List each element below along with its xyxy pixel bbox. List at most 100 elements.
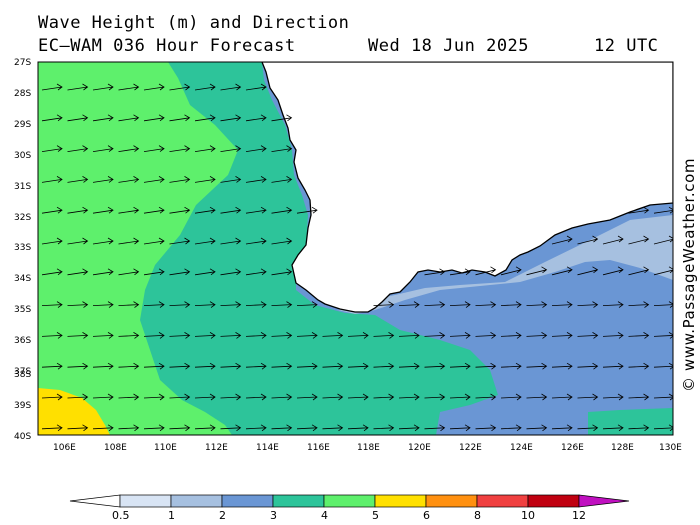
wave-arrow bbox=[92, 301, 114, 308]
wave-arrow bbox=[628, 332, 650, 339]
wave-arrow bbox=[296, 332, 318, 339]
wave-arrow bbox=[628, 206, 650, 214]
wave-arrow bbox=[220, 206, 242, 214]
copyright-credit: © www.PassageWeather.com bbox=[680, 157, 698, 392]
wave-arrow bbox=[118, 393, 140, 401]
wave-arrow bbox=[577, 393, 599, 401]
lat-label: 40S bbox=[14, 432, 31, 442]
wave-arrow bbox=[169, 114, 191, 122]
wave-arrow bbox=[118, 424, 140, 432]
wave-arrow bbox=[245, 237, 267, 245]
forecast-model-label: EC—WAM 036 Hour Forecast bbox=[38, 36, 296, 56]
wave-arrow bbox=[424, 332, 446, 339]
wave-arrow bbox=[245, 206, 267, 214]
wave-arrow bbox=[551, 235, 573, 245]
longitude-axis: 106E 108E 110E 112E 114E 116E 118E 120E … bbox=[53, 443, 682, 453]
wave-arrow bbox=[347, 424, 369, 432]
wave-arrow bbox=[602, 424, 624, 432]
wave-arrow bbox=[41, 114, 63, 122]
wave-arrow bbox=[143, 83, 165, 91]
wave-arrow bbox=[526, 424, 548, 432]
wave-arrow bbox=[500, 301, 522, 308]
lon-label: 112E bbox=[205, 443, 228, 453]
wave-arrow bbox=[92, 332, 114, 339]
wave-arrow bbox=[271, 206, 293, 214]
wave-arrow bbox=[67, 362, 89, 370]
wave-arrow bbox=[194, 301, 216, 308]
wave-arrow bbox=[245, 332, 267, 339]
wave-arrow bbox=[92, 362, 114, 370]
wave-arrow bbox=[143, 362, 165, 370]
latitude-axis: 27S 28S 29S 30S 31S 32S 33S 34S 35S 36S … bbox=[14, 58, 31, 442]
wave-arrow bbox=[449, 393, 471, 401]
lat-label: 38S bbox=[14, 370, 31, 380]
wave-arrow bbox=[118, 362, 140, 370]
wave-arrow bbox=[143, 114, 165, 122]
colorbar-tick-label: 0.5 bbox=[112, 509, 130, 522]
wave-arrow bbox=[220, 301, 242, 308]
colorbar-tick-label: 3 bbox=[270, 509, 277, 522]
wave-arrow bbox=[526, 362, 548, 370]
wave-arrow bbox=[245, 362, 267, 370]
wave-arrow bbox=[500, 393, 522, 401]
wave-arrow bbox=[67, 237, 89, 245]
wave-arrow bbox=[475, 301, 497, 308]
wave-arrow bbox=[602, 332, 624, 339]
wave-arrow bbox=[118, 83, 140, 91]
wave-arrow bbox=[220, 83, 242, 91]
wave-arrow bbox=[449, 424, 471, 432]
lat-label: 33S bbox=[14, 243, 31, 253]
wave-arrow bbox=[347, 332, 369, 339]
wave-arrow bbox=[551, 393, 573, 401]
wave-arrow bbox=[118, 332, 140, 339]
wave-arrow bbox=[577, 266, 599, 276]
lon-label: 108E bbox=[104, 443, 127, 453]
wave-arrow bbox=[577, 332, 599, 339]
wave-arrow bbox=[271, 332, 293, 339]
wave-arrow bbox=[41, 206, 63, 214]
land-australia bbox=[261, 62, 673, 313]
wave-arrow bbox=[118, 206, 140, 214]
colorbar-bin bbox=[374, 494, 427, 508]
wave-arrow bbox=[194, 237, 216, 245]
wave-arrow bbox=[143, 145, 165, 152]
wave-arrow bbox=[628, 393, 650, 401]
wave-arrow bbox=[41, 237, 63, 245]
wave-arrow bbox=[296, 424, 318, 432]
wave-arrow bbox=[602, 393, 624, 401]
wave-arrow bbox=[271, 268, 293, 276]
lon-label: 120E bbox=[408, 443, 431, 453]
wave-arrow bbox=[526, 332, 548, 339]
wave-arrow bbox=[220, 114, 242, 122]
colorbar-tick-label: 1 bbox=[168, 509, 175, 522]
wave-arrow bbox=[602, 301, 624, 308]
wave-arrow bbox=[41, 268, 63, 276]
colorbar-bin bbox=[476, 494, 529, 508]
map-frame bbox=[37, 61, 674, 436]
wave-arrow bbox=[449, 332, 471, 339]
wave-arrow bbox=[373, 301, 395, 308]
wave-arrow bbox=[67, 332, 89, 339]
lon-label: 110E bbox=[154, 443, 177, 453]
wave-arrow bbox=[398, 424, 420, 432]
wave-arrow bbox=[475, 266, 497, 276]
colorbar-bin bbox=[221, 494, 274, 508]
wave-arrow bbox=[194, 424, 216, 432]
lat-label: 27S bbox=[14, 58, 31, 68]
colorbar-high-arrow bbox=[578, 494, 630, 508]
wave-arrow bbox=[220, 176, 242, 183]
wave-arrow bbox=[220, 393, 242, 401]
wave-arrow bbox=[602, 266, 624, 276]
colorbar-tick-label: 6 bbox=[423, 509, 430, 522]
wave-arrow bbox=[67, 176, 89, 183]
wave-arrow bbox=[220, 145, 242, 152]
wave-arrow bbox=[628, 301, 650, 308]
wave-arrow bbox=[398, 301, 420, 308]
wave-arrow bbox=[169, 145, 191, 152]
wave-arrow bbox=[41, 83, 63, 91]
wave-arrow bbox=[67, 145, 89, 152]
forecast-date: Wed 18 Jun 2025 bbox=[368, 36, 530, 56]
wave-arrow bbox=[398, 362, 420, 370]
wave-arrow bbox=[347, 393, 369, 401]
wave-arrow bbox=[322, 424, 344, 432]
